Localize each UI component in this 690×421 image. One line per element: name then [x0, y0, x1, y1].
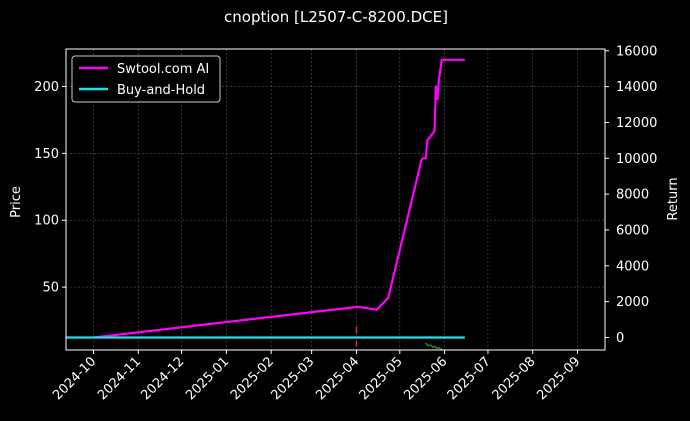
x-axis: 2024-102024-112024-122025-012025-022025-… [50, 350, 583, 403]
y-axis-right: 0 2000 4000 6000 8000 10000 12000 14000 16000 [605, 44, 657, 346]
x-tick-label: 2025-09 [534, 354, 583, 403]
y-tick-label-right: 6000 [616, 223, 649, 238]
x-tick-label: 2024-12 [138, 354, 187, 403]
y-tick-label-right: 2000 [616, 295, 649, 310]
y-tick-label-right: 4000 [616, 259, 649, 274]
x-tick-label: 2025-01 [183, 354, 232, 403]
y-tick-label-right: 10000 [616, 152, 657, 167]
x-tick-label: 2025-04 [313, 354, 362, 403]
legend-box [71, 55, 221, 103]
y-tick-label-right: 8000 [616, 188, 649, 203]
sell-marker [424, 342, 430, 347]
y-axis-label-right: Return [666, 177, 681, 220]
legend-label-buy-and-hold: Buy-and-Hold [117, 83, 205, 98]
series-line-ai [93, 58, 465, 339]
x-tick-label: 2025-06 [401, 354, 450, 403]
sell-marker [429, 343, 435, 349]
x-tick-label: 2025-05 [357, 354, 406, 403]
plot-frame [65, 48, 606, 351]
y-axis-left: 50 100 150 200 [34, 80, 66, 296]
x-tick-label: 2024-10 [50, 354, 99, 403]
y-tick-label-right: 12000 [616, 116, 657, 131]
y-tick-label-left: 200 [34, 80, 59, 95]
x-tick-label: 2025-08 [490, 354, 539, 403]
y-tick-label-left: 50 [42, 281, 59, 296]
y-tick-label-right: 14000 [616, 80, 657, 95]
y-axis-label-left: Price [9, 186, 24, 218]
y-tick-label-left: 150 [34, 147, 59, 162]
series-layer [66, 58, 465, 339]
legend-label-ai: Swtool.com AI [117, 62, 209, 77]
x-tick-label: 2024-11 [95, 354, 144, 403]
chart-title: cnoption [L2507-C-8200.DCE] [224, 8, 448, 26]
y-tick-label-right: 0 [616, 331, 624, 346]
x-tick-label: 2025-02 [228, 354, 277, 403]
legend: Swtool.com AI Buy-and-Hold [71, 55, 221, 103]
x-tick-label: 2025-07 [445, 354, 494, 403]
sell-marker [433, 345, 439, 350]
x-tick-label: 2025-03 [268, 354, 317, 403]
y-tick-label-right: 16000 [616, 44, 657, 59]
y-tick-label-left: 100 [34, 214, 59, 229]
